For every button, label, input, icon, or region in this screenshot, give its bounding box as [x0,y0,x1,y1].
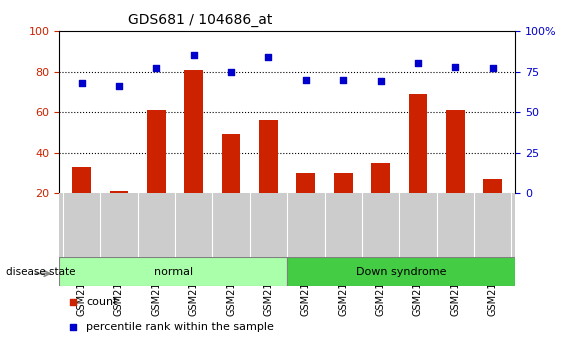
Bar [259,120,278,234]
Bar [147,110,166,234]
Point [226,69,235,74]
Point [189,52,198,58]
Point [339,77,348,82]
Point [413,61,422,66]
Bar [110,191,128,234]
Text: GDS681 / 104686_at: GDS681 / 104686_at [127,13,272,27]
Bar [222,135,240,234]
Point [77,80,86,86]
Bar [446,110,464,234]
Bar [484,179,502,234]
Point [152,66,161,71]
Bar [371,163,390,234]
Bar [334,173,352,234]
Text: count: count [87,297,118,307]
Point [114,83,123,89]
Text: Down syndrome: Down syndrome [356,267,446,277]
Point [264,54,273,60]
Point [451,64,460,69]
Point [301,77,310,82]
Text: disease state: disease state [6,267,75,277]
Bar [409,94,427,234]
Bar [184,70,203,234]
Bar [287,257,515,286]
Text: percentile rank within the sample: percentile rank within the sample [87,323,274,333]
Point [407,215,416,220]
Text: normal: normal [154,267,193,277]
Point [488,66,497,71]
Bar [72,167,91,234]
Point [376,79,385,84]
Bar [297,173,315,234]
Bar [59,257,287,286]
